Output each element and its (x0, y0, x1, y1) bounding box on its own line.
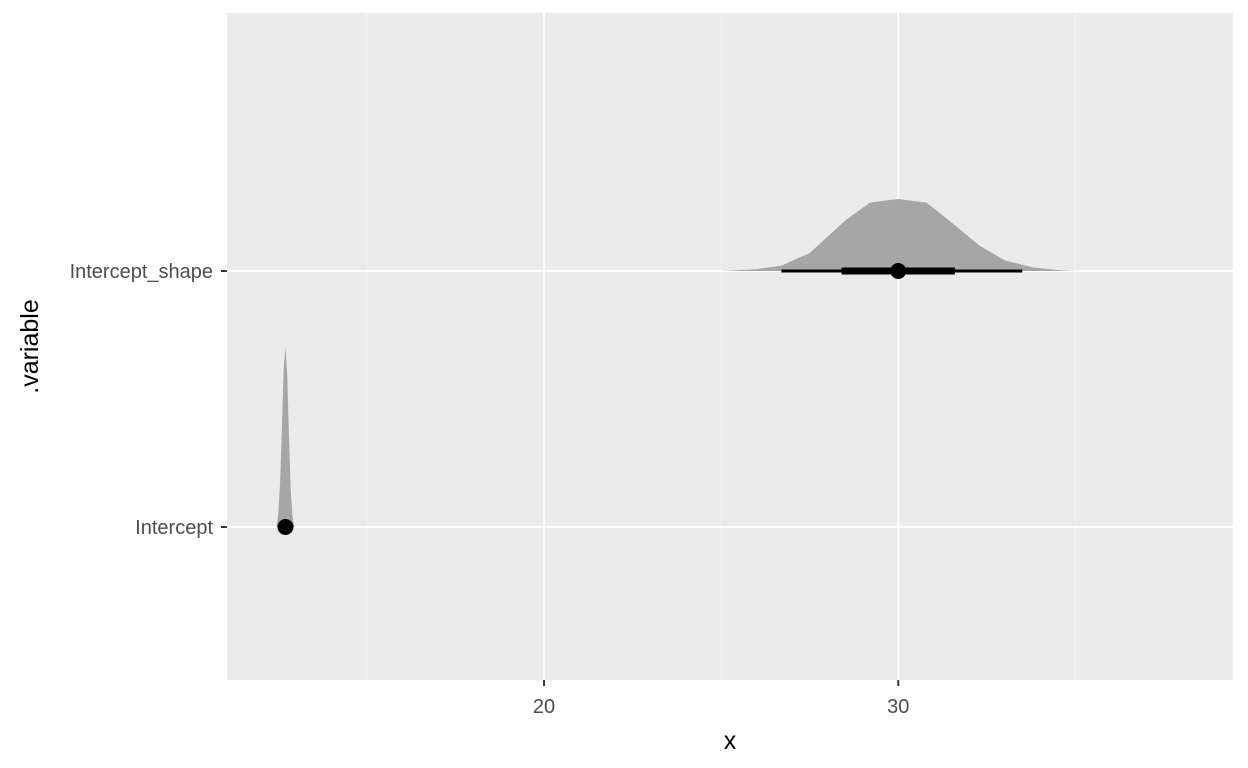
density-Intercept (276, 347, 295, 527)
y-tick-label-Intercept_shape: Intercept_shape (70, 261, 213, 283)
point-estimate-Intercept_shape (890, 263, 907, 279)
minor-gridlines (366, 13, 1076, 680)
data-marks (276, 199, 1076, 535)
density-Intercept_shape (721, 199, 1076, 271)
x-tick-label-30: 30 (887, 696, 909, 718)
axes: 20 30 Intercept Intercept_shape (70, 261, 910, 718)
x-tick-label-20: 20 (533, 696, 555, 718)
plot-panel (227, 13, 1233, 680)
y-tick-label-Intercept: Intercept (135, 517, 213, 539)
point-estimate-Intercept (277, 519, 294, 535)
y-axis-title: .variable (16, 299, 44, 394)
x-axis-title: x (724, 727, 737, 755)
